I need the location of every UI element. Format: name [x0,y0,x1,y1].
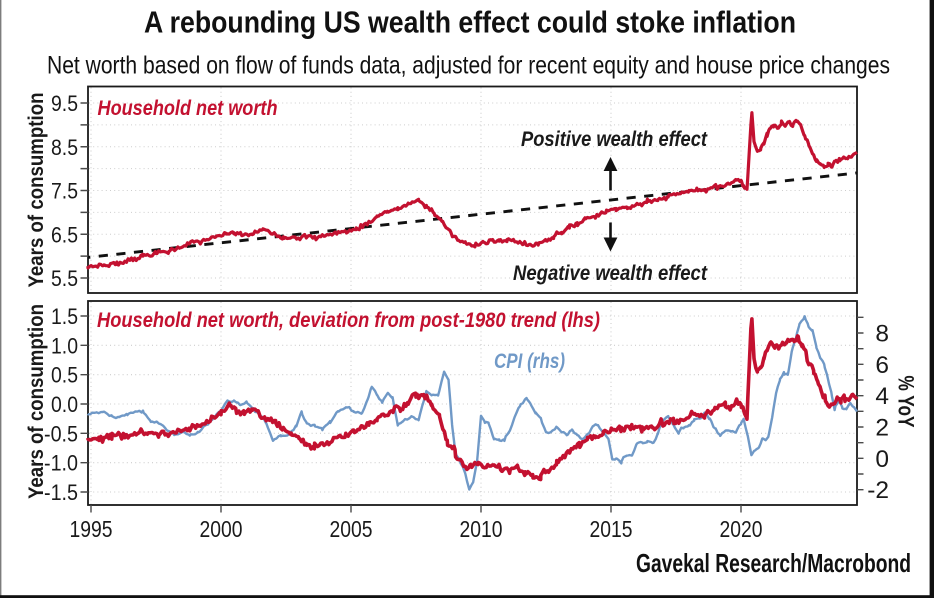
svg-text:8: 8 [875,320,889,347]
svg-text:2015: 2015 [590,516,633,542]
svg-text:0: 0 [875,446,889,473]
svg-text:Negative wealth effect: Negative wealth effect [513,262,708,285]
svg-text:2000: 2000 [200,516,243,542]
svg-text:0.5: 0.5 [51,363,78,388]
svg-text:1995: 1995 [70,516,113,542]
svg-text:2005: 2005 [330,516,373,542]
svg-text:6.5: 6.5 [51,222,78,247]
svg-text:-1.5: -1.5 [44,480,78,505]
svg-text:4: 4 [875,383,889,410]
svg-text:Gavekal Research/Macrobond: Gavekal Research/Macrobond [636,548,911,578]
svg-text:1.0: 1.0 [51,333,78,358]
svg-text:8.5: 8.5 [51,135,78,160]
svg-text:CPI (rhs): CPI (rhs) [494,349,565,373]
svg-text:5.5: 5.5 [51,266,78,291]
svg-text:Household net worth: Household net worth [98,96,278,120]
svg-text:2010: 2010 [460,516,503,542]
svg-text:-1.0: -1.0 [44,451,78,476]
svg-text:A rebounding US wealth effect: A rebounding US wealth effect could stok… [144,6,796,40]
svg-text:6: 6 [875,352,889,379]
svg-text:Household net worth, deviation: Household net worth, deviation from post… [97,308,600,332]
svg-text:Years of consumption: Years of consumption [25,304,48,499]
svg-text:Years of consumption: Years of consumption [25,93,48,288]
svg-text:2: 2 [875,414,889,441]
svg-text:Net worth based on flow of fun: Net worth based on flow of funds data, a… [47,52,890,80]
svg-text:Positive wealth effect: Positive wealth effect [521,128,708,151]
svg-text:0.0: 0.0 [51,392,78,417]
svg-text:7.5: 7.5 [51,179,78,204]
svg-text:1.5: 1.5 [51,304,78,329]
svg-text:9.5: 9.5 [51,91,78,116]
svg-text:% YoY: % YoY [894,376,919,428]
svg-text:-2: -2 [867,477,889,504]
svg-text:-0.5: -0.5 [44,421,78,446]
svg-text:2020: 2020 [720,516,763,542]
